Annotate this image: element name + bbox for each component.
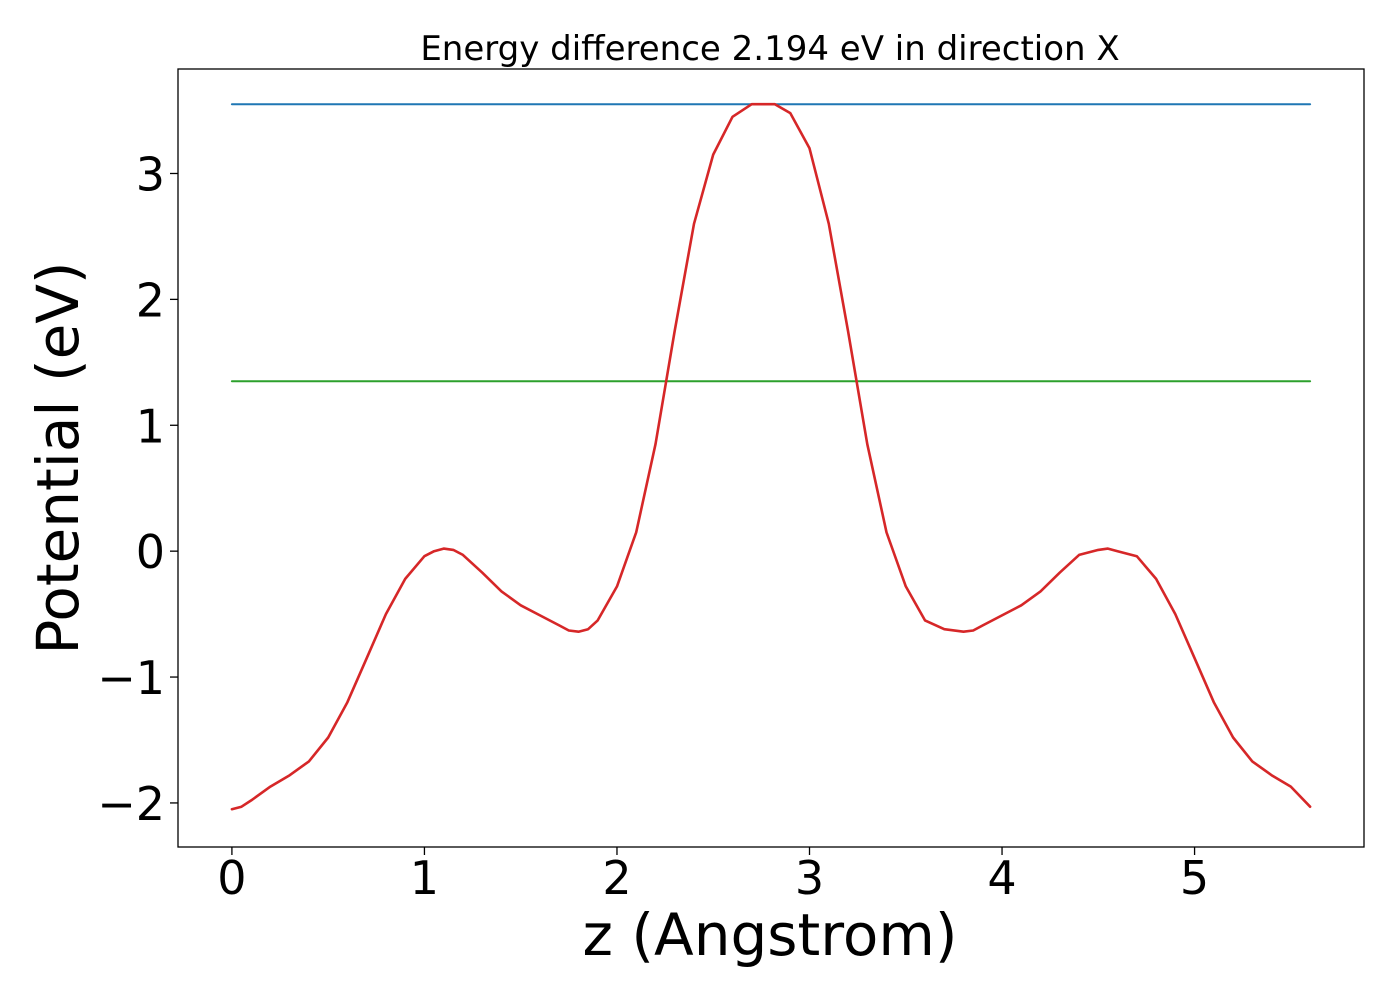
x-tick-label: 1	[410, 851, 439, 905]
y-tick-label: −2	[97, 777, 165, 831]
chart-title: Energy difference 2.194 eV in direction …	[420, 29, 1119, 69]
x-axis-ticks: 0 1 2 3 4 5	[217, 847, 1209, 905]
x-axis-label: z (Angstrom)	[583, 901, 958, 969]
x-tick-label: 2	[602, 851, 631, 905]
y-axis-label: Potential (eV)	[24, 261, 92, 654]
x-tick-label: 3	[795, 851, 824, 905]
y-tick-label: 3	[136, 147, 165, 201]
y-tick-label: 1	[136, 399, 165, 453]
plot-area	[178, 69, 1364, 847]
y-tick-label: 0	[136, 525, 165, 579]
y-axis-ticks: −2 −1 0 1 2 3	[97, 147, 178, 831]
x-tick-label: 0	[217, 851, 246, 905]
potential-curve	[230, 102, 1312, 811]
x-tick-label: 4	[987, 851, 1016, 905]
series-layer	[230, 102, 1312, 811]
y-tick-label: −1	[97, 651, 165, 705]
plot-frame	[177, 68, 1365, 848]
x-tick-label: 5	[1180, 851, 1209, 905]
y-tick-label: 2	[136, 273, 165, 327]
